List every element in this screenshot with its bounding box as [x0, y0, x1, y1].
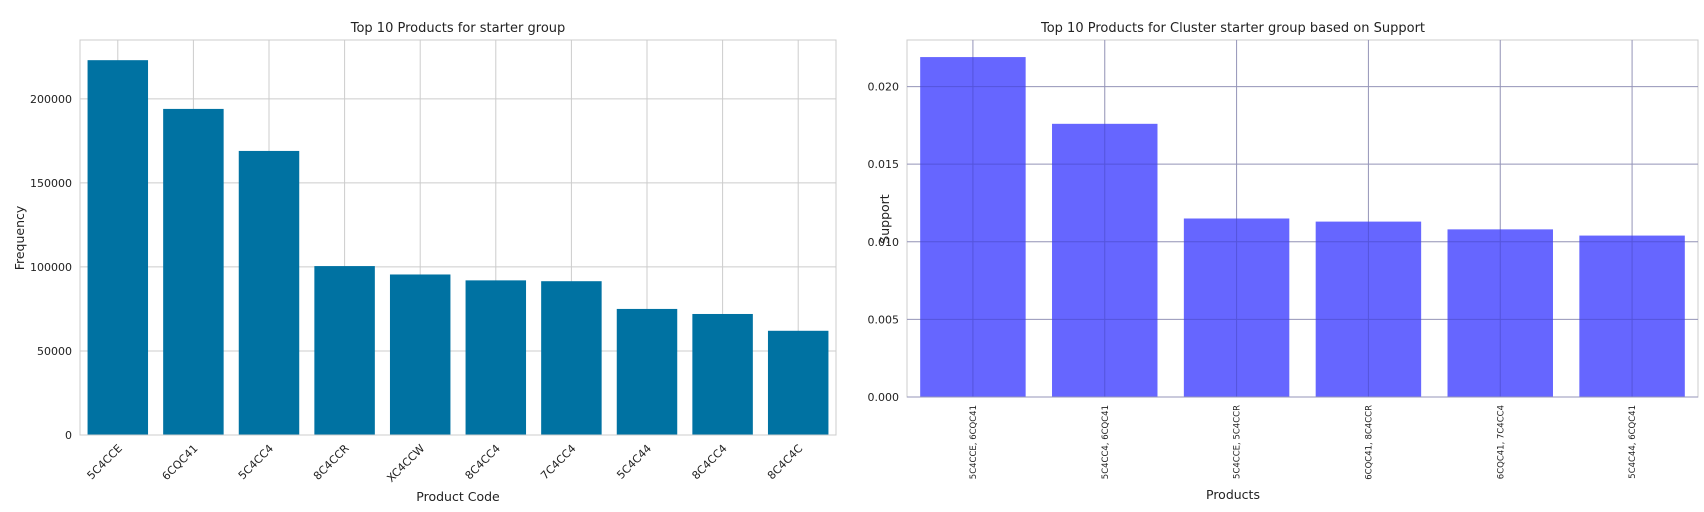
x-tick-label: 8C4CC4 [463, 442, 503, 482]
x-tick-label: 5C4CC4, 6CQC41 [1101, 405, 1111, 479]
x-tick-labels: 5C4CCE 6CQC41 5C4CC4 8C4CCR XC4CCW 8C4CC4 7C4C… [85, 442, 806, 485]
bar [616, 308, 678, 435]
y-tick-label: 0.020 [868, 81, 900, 94]
bars [920, 57, 1685, 398]
x-axis-label: Products [1206, 487, 1260, 502]
bar [87, 60, 149, 435]
x-tick-label: 6CQC41, 8C4CCR [1364, 405, 1374, 480]
y-axis-label: Frequency [12, 205, 27, 270]
x-tick-label: 5C4CCE, 6CQC41 [969, 405, 979, 479]
chart-title: Top 10 Products for Cluster starter grou… [1040, 21, 1425, 36]
y-tick-label: 150000 [30, 177, 72, 190]
bar [541, 281, 602, 435]
y-axis-label: Support [877, 194, 892, 244]
chart-title: Top 10 Products for starter group [350, 21, 566, 36]
x-tick-label: 5C4CCE, 5C4CCR [1233, 405, 1243, 479]
bar [389, 274, 451, 435]
plot-frame [906, 39, 1699, 398]
bar [465, 280, 527, 435]
x-tick-labels: 5C4CCE, 6CQC41 5C4CC4, 6CQC41 5C4CCE, 5C4C… [969, 405, 1638, 480]
bar [692, 313, 753, 435]
gridlines-overlay [907, 40, 1698, 398]
x-tick-label: 5C4C44 [614, 442, 654, 482]
bars [87, 60, 829, 436]
x-tick-label: 5C4CC4 [236, 442, 276, 482]
bar [1579, 235, 1685, 397]
bar [314, 266, 375, 435]
y-tick-label: 100000 [30, 261, 72, 274]
y-tick-label: 200000 [30, 93, 72, 106]
x-tick-label: 6CQC41 [159, 442, 200, 483]
bar [163, 108, 224, 436]
y-tick-labels: 0.000 0.005 0.010 0.015 0.020 [868, 81, 900, 404]
x-tick-label: 6CQC41, 7C4CC4 [1496, 405, 1506, 479]
y-tick-label: 0.005 [868, 313, 900, 326]
y-tick-label: 0 [65, 429, 72, 442]
x-tick-label: 8C4CC4 [689, 442, 729, 482]
y-tick-label: 50000 [37, 345, 72, 358]
x-tick-label: XC4CCW [384, 442, 427, 485]
bar [767, 330, 829, 435]
y-tick-label: 0.010 [868, 236, 900, 249]
support-bar-chart: Top 10 Products for Cluster starter grou… [868, 21, 1699, 502]
x-tick-label: 5C4C44, 6CQC41 [1628, 405, 1638, 479]
x-tick-label: 7C4CC4 [538, 442, 578, 482]
x-tick-label: 8C4CCR [311, 442, 352, 483]
x-tick-label: 8C4C4C [765, 442, 806, 483]
bar [238, 150, 300, 436]
y-tick-label: 0.000 [868, 391, 900, 404]
y-tick-labels: 0 50000 100000 150000 200000 [30, 93, 72, 442]
x-axis-label: Product Code [416, 489, 500, 504]
bar [1052, 123, 1158, 398]
plot-frame [79, 39, 837, 436]
frequency-bar-chart: Top 10 Products for starter group 0 50000… [12, 21, 837, 504]
bar [1447, 229, 1553, 397]
bar [1315, 221, 1422, 397]
bar [1183, 218, 1290, 397]
y-tick-label: 0.015 [868, 158, 900, 171]
x-tick-label: 5C4CCE [85, 442, 125, 482]
bar [920, 57, 1026, 397]
